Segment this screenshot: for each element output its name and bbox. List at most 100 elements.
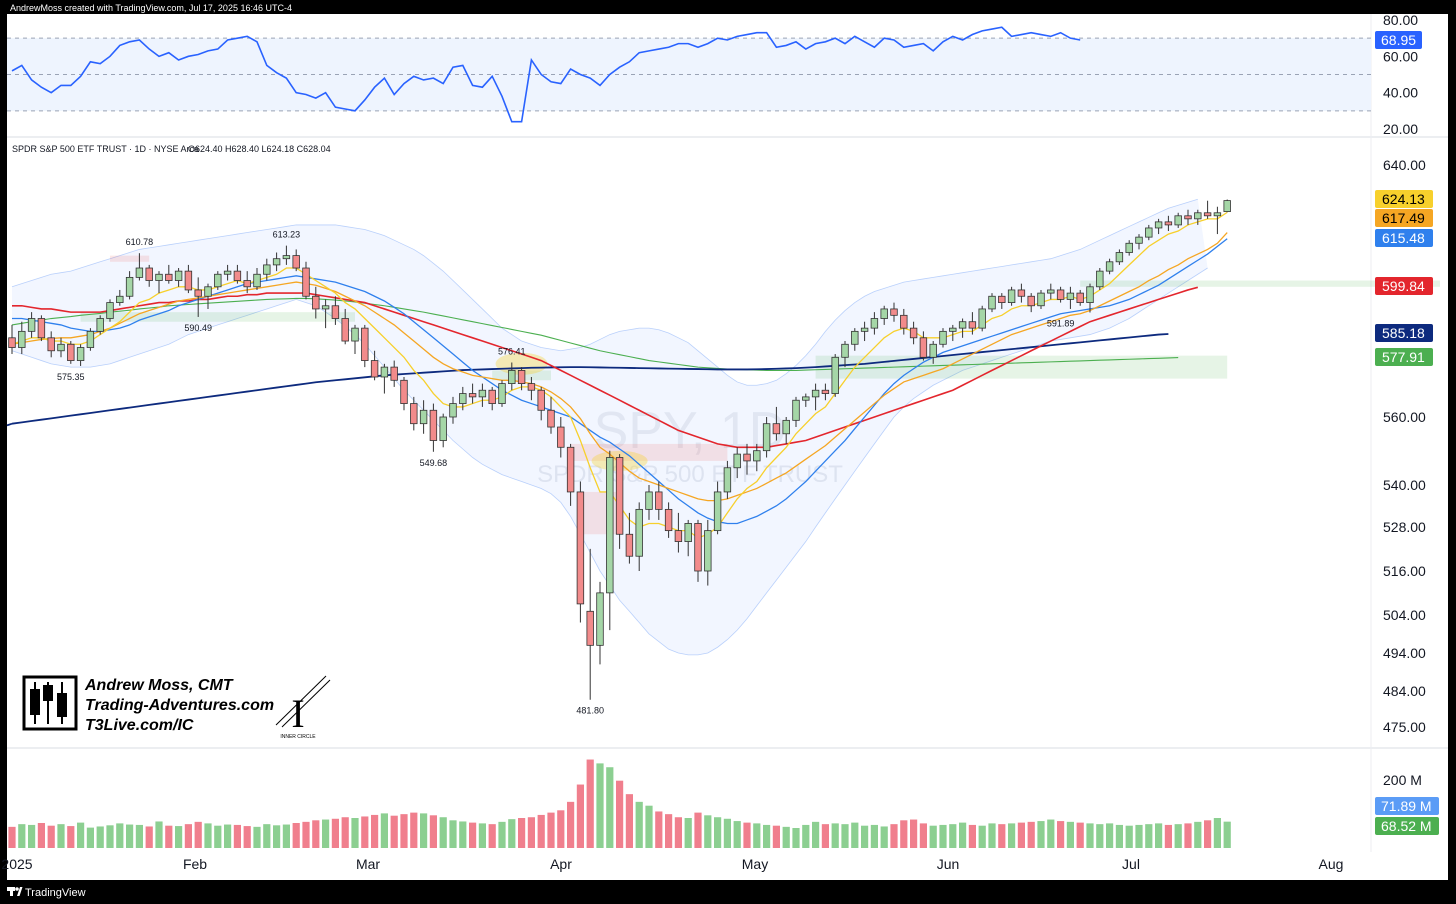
candle bbox=[243, 271, 251, 294]
volume-bar bbox=[371, 814, 379, 848]
watermark-name: SPDR S&P 500 ETF TRUST bbox=[537, 461, 843, 488]
volume-bar bbox=[1086, 823, 1094, 848]
volume-bar bbox=[322, 819, 330, 848]
candle bbox=[1096, 268, 1104, 290]
volume-value-pill-1 bbox=[1375, 797, 1439, 815]
candle bbox=[272, 252, 281, 272]
price-tick-label: 516.00 bbox=[1383, 563, 1426, 579]
rsi-pane[interactable]: 80.00 60.00 40.00 20.00 68.95 bbox=[7, 12, 1422, 137]
candle bbox=[233, 264, 242, 284]
volume-bar bbox=[968, 824, 976, 848]
volume-bar bbox=[1066, 821, 1074, 848]
candle bbox=[282, 245, 291, 265]
price-pill-label: 617.49 bbox=[1382, 210, 1425, 226]
candle bbox=[988, 293, 996, 313]
candle bbox=[811, 383, 820, 411]
price-pill bbox=[1375, 209, 1433, 227]
volume-value-label-2: 68.52 M bbox=[1381, 818, 1432, 834]
pivot-label: 610.78 bbox=[126, 237, 154, 247]
volume-bar bbox=[1184, 823, 1192, 848]
volume-bar bbox=[1106, 823, 1114, 848]
candle bbox=[341, 308, 349, 345]
volume-bar bbox=[400, 814, 408, 848]
candle bbox=[802, 393, 810, 407]
price-tick-label: 475.00 bbox=[1383, 719, 1426, 735]
volume-bar bbox=[1223, 821, 1231, 848]
candle bbox=[292, 249, 300, 272]
candle bbox=[1115, 249, 1124, 265]
candle bbox=[468, 383, 477, 404]
price-pill-label: 599.84 bbox=[1382, 278, 1425, 294]
candle bbox=[890, 302, 898, 322]
author-site: Trading-Adventures.com bbox=[85, 697, 274, 714]
price-pill-label: 577.91 bbox=[1382, 349, 1425, 365]
sma100-line bbox=[11, 297, 1179, 371]
volume-bar bbox=[861, 825, 869, 848]
candle bbox=[1174, 212, 1182, 228]
chart-credit: AndrewMoss created with TradingView.com,… bbox=[10, 3, 292, 13]
candle bbox=[174, 268, 183, 287]
candle bbox=[537, 386, 545, 421]
rsi-value-label: 68.95 bbox=[1381, 32, 1416, 48]
volume-bar bbox=[106, 825, 114, 848]
candle bbox=[831, 354, 839, 397]
volume-bar bbox=[537, 814, 545, 848]
volume-bar bbox=[116, 823, 124, 848]
volume-bar bbox=[390, 815, 398, 848]
volume-bar bbox=[841, 824, 849, 848]
candle bbox=[841, 341, 849, 368]
resistance-zone bbox=[110, 255, 150, 262]
rsi-value-pill bbox=[1375, 31, 1422, 49]
chart-background bbox=[7, 14, 1448, 880]
candle bbox=[655, 481, 663, 520]
candle bbox=[1184, 209, 1192, 225]
price-tick-label: 640.00 bbox=[1383, 157, 1426, 173]
candle bbox=[557, 417, 565, 458]
candle bbox=[194, 277, 202, 317]
volume-bar bbox=[753, 823, 761, 848]
volume-bar bbox=[998, 824, 1006, 848]
volume-bar bbox=[547, 812, 555, 848]
candle bbox=[870, 312, 879, 335]
support-zone bbox=[80, 312, 355, 322]
volume-bar bbox=[341, 817, 349, 848]
candle bbox=[674, 512, 683, 553]
candle bbox=[635, 502, 643, 571]
price-pane[interactable]: SPY, 1D SPDR S&P 500 ETF TRUST 610.78613… bbox=[6, 144, 1440, 735]
rsi-axis: 80.00 60.00 40.00 20.00 bbox=[1383, 12, 1418, 137]
candle bbox=[106, 299, 114, 322]
volume-bar bbox=[1155, 823, 1163, 848]
volume-pane[interactable]: 200 M 71.89 M 68.52 M bbox=[8, 759, 1439, 848]
volume-bar bbox=[224, 824, 232, 848]
candle bbox=[165, 264, 173, 284]
price-pill bbox=[1375, 229, 1433, 247]
candle bbox=[684, 519, 692, 557]
volume-bar bbox=[772, 825, 780, 848]
volume-bar bbox=[1017, 822, 1025, 848]
candle bbox=[184, 264, 193, 294]
candle bbox=[508, 362, 516, 391]
volume-bar bbox=[312, 820, 320, 848]
volume-bar bbox=[420, 813, 428, 848]
volume-bar bbox=[429, 815, 437, 848]
volume-bar bbox=[410, 812, 418, 848]
candle bbox=[27, 312, 36, 338]
candle bbox=[527, 376, 536, 401]
volume-bar bbox=[126, 824, 134, 848]
candle bbox=[1145, 224, 1153, 241]
time-tick-label: 2025 bbox=[1, 856, 32, 872]
candle bbox=[1164, 215, 1173, 232]
volume-bar bbox=[135, 824, 143, 848]
volume-bar bbox=[978, 825, 986, 848]
volume-bar bbox=[518, 818, 526, 848]
candle bbox=[400, 376, 408, 411]
candle bbox=[135, 253, 144, 281]
volume-bar bbox=[449, 820, 457, 848]
time-tick-label: Jul bbox=[1122, 856, 1140, 872]
volume-bar bbox=[870, 824, 878, 848]
candle bbox=[713, 481, 722, 535]
candle bbox=[968, 312, 977, 335]
candle bbox=[762, 417, 771, 458]
volume-bar bbox=[900, 820, 908, 848]
volume-bar bbox=[37, 823, 45, 848]
